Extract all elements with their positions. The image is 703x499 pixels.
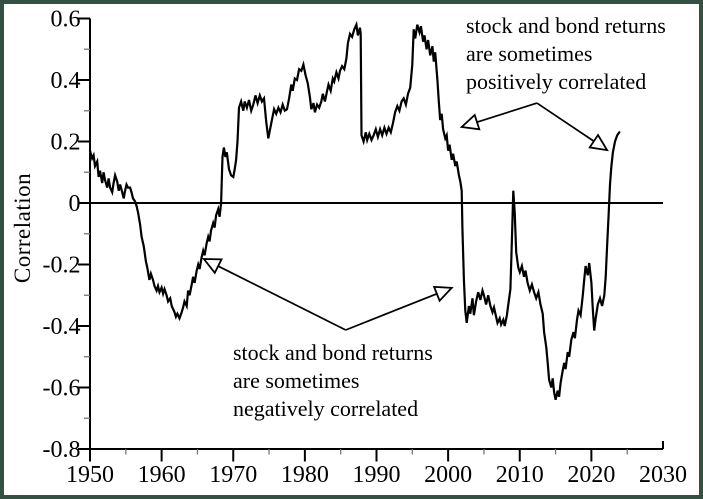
x-tick-label: 2010 [496, 462, 544, 488]
y-axis-title: Correlation [10, 172, 35, 284]
annotation-line: positively correlated [466, 69, 647, 94]
annotation-arrow-head [459, 113, 481, 131]
y-tick-label: -0.8 [43, 437, 81, 463]
annotation-arrow-head [588, 133, 609, 152]
annotation-arrow-shaft [345, 292, 439, 331]
annotation-arrow-head [432, 285, 454, 303]
x-tick-label: 1990 [353, 462, 401, 488]
y-tick-label: 0.6 [51, 7, 81, 33]
y-tick-label: -0.6 [43, 376, 81, 402]
annotation-arrow-shaft [216, 264, 347, 331]
x-tick-label: 1950 [66, 462, 114, 488]
annotation-line: negatively correlated [233, 396, 419, 421]
annotation-line: stock and bond returns [233, 340, 433, 365]
y-tick-label: -0.4 [43, 314, 81, 340]
correlation-line [88, 20, 621, 401]
annotation-arrow-head [202, 258, 223, 275]
y-tick-label: 0 [69, 191, 81, 217]
x-tick-label: 2030 [639, 462, 687, 488]
x-tick-label: 1980 [281, 462, 329, 488]
y-tick-label: 0.2 [51, 130, 81, 156]
annotation-arrow-shaft [536, 102, 596, 143]
x-tick-label: 2020 [567, 462, 615, 488]
annotation-positively-correlated: stock and bond returns are sometimes pos… [466, 12, 666, 96]
x-tick-label: 2000 [424, 462, 472, 488]
annotation-negatively-correlated: stock and bond returns are sometimes neg… [233, 339, 433, 423]
y-tick-label: -0.2 [43, 253, 81, 279]
annotation-line: are sometimes [466, 41, 593, 66]
x-tick-label: 1970 [209, 462, 257, 488]
annotation-arrow-shaft [475, 102, 538, 124]
annotation-line: are sometimes [233, 368, 360, 393]
y-tick-label: 0.4 [51, 68, 81, 94]
x-tick-label: 1960 [138, 462, 186, 488]
annotation-line: stock and bond returns [466, 13, 666, 38]
